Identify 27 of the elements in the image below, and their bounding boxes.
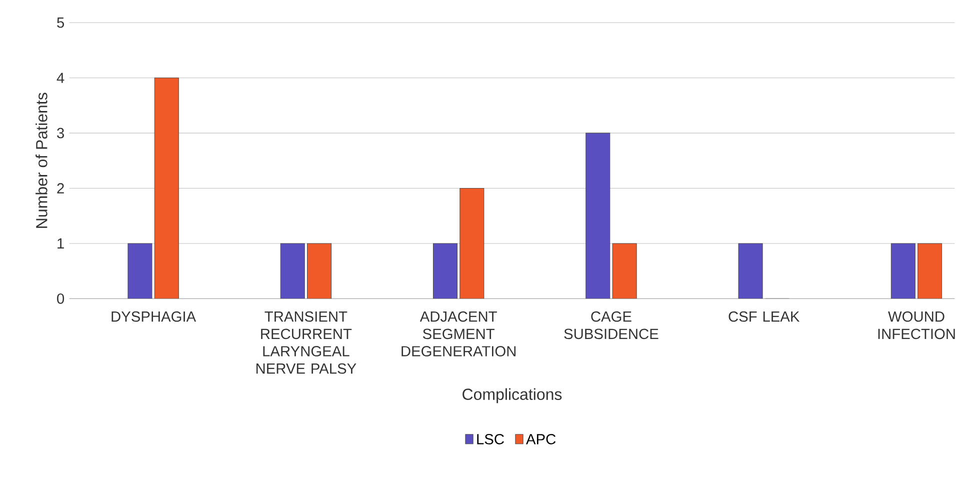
y-tick-label: 4 [56,72,64,83]
y-tick-label: 2 [57,183,64,194]
x-tick-label: TRANSIENT RECURRENT LARYNGEAL NERVE PALSY [256,311,356,374]
y-tick-label: 1 [58,238,64,248]
x-tick-label: WOUND INFECTION [878,311,955,340]
bar [154,78,179,299]
y-tick-label: 0 [57,293,64,304]
bar [128,243,152,299]
x-tick-label: DYSPHAGIA [112,311,196,322]
x-axis-title: Complications [462,388,562,404]
bar [280,243,305,299]
legend-label: APC [526,434,556,444]
x-tick-label: CSF LEAK [728,311,800,322]
legend-label: LSC [477,434,504,444]
y-tick-label: 5 [57,18,64,28]
bar [738,243,763,299]
bar [612,243,637,299]
y-axis-title: Number of Patients [36,92,48,228]
bar [460,188,484,299]
bar [432,243,458,299]
bar [890,243,916,299]
bar [307,243,332,299]
x-tick-label: CAGE SUBSIDENCE [564,311,658,340]
bar [586,132,610,299]
bar [918,243,942,299]
x-tick-label: ADJACENT SEGMENT DEGENERATION [402,311,516,356]
y-tick-label: 3 [57,128,64,138]
